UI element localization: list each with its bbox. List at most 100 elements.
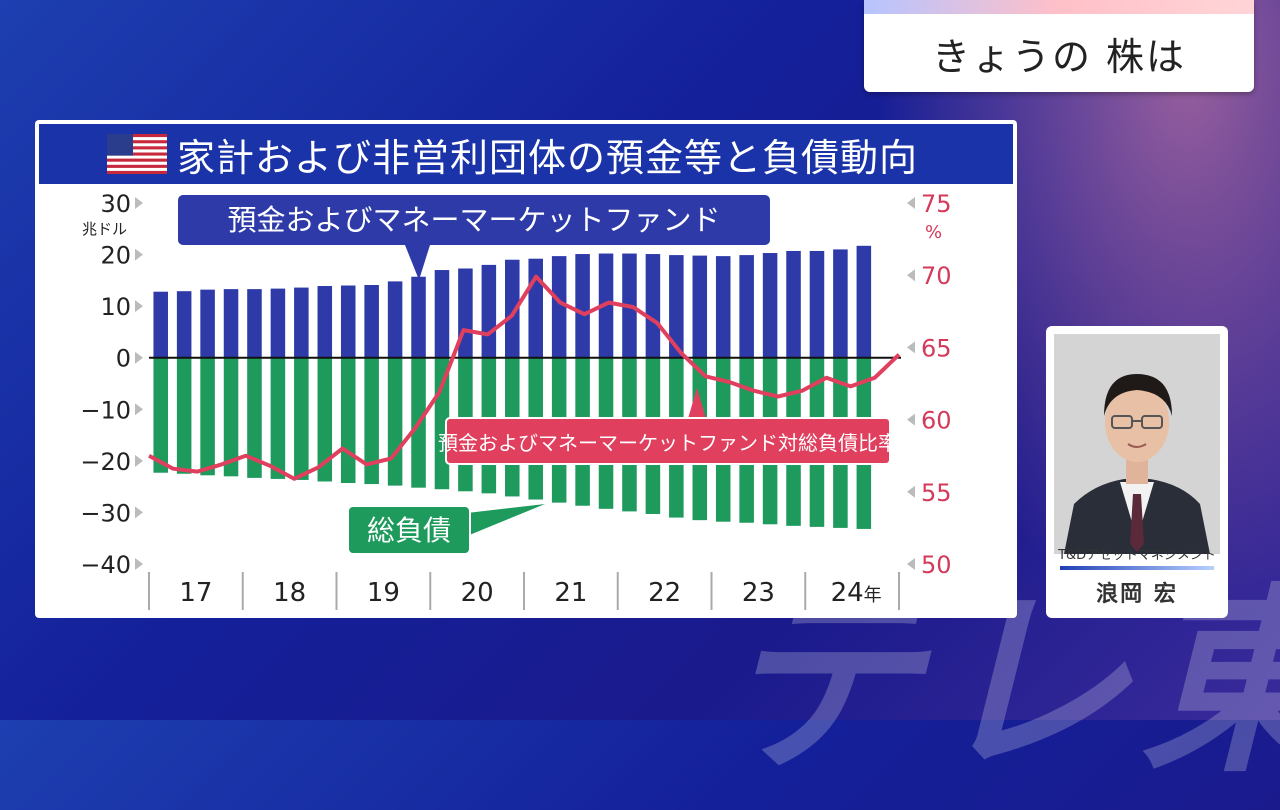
liability-bar — [387, 357, 403, 486]
x-axis-label: 24年 — [831, 578, 882, 608]
left-axis-tick-arrow — [135, 248, 143, 261]
liability-bar — [200, 357, 215, 476]
x-axis-label: 20 — [461, 578, 494, 608]
deposit-callout-pointer — [405, 245, 430, 280]
deposit-bar — [223, 289, 239, 358]
chart-title: 家計および非営利団体の預金等と負債動向 — [177, 135, 919, 180]
chart-panel: 家計および非営利団体の預金等と負債動向 30 20 10 0 −10 −20 −30 −40 兆… — [35, 120, 1017, 618]
x-axis-label: 21 — [554, 578, 587, 608]
left-axis-tick-arrow — [135, 558, 143, 570]
x-axis-label: 23 — [742, 578, 775, 608]
deposit-bar — [294, 287, 309, 358]
deposit-bar — [317, 286, 333, 358]
segment-label: きょうの 株は — [864, 14, 1254, 92]
right-axis-unit: % — [925, 222, 942, 243]
deposit-bar — [739, 255, 754, 358]
deposit-bar — [458, 268, 473, 358]
deposit-callout-box — [178, 195, 770, 245]
deposit-bar — [176, 291, 192, 358]
deposit-bar — [669, 255, 684, 358]
deposit-callout-label: 預金およびマネーマーケットファンド — [227, 203, 720, 237]
deposit-bar — [200, 289, 215, 358]
left-axis-tick-label: −30 — [80, 499, 131, 527]
deposit-bar — [551, 256, 567, 358]
left-axis-tick-label: −40 — [80, 551, 131, 579]
commentator-company: T&Dアセットマネジメント — [1058, 548, 1216, 563]
right-axis-tick-arrow — [907, 269, 915, 282]
liability-bar — [223, 357, 239, 477]
right-axis-tick-label: 65 — [921, 334, 952, 362]
right-axis-tick-arrow — [907, 558, 915, 570]
commentator-name: 浪岡 宏 — [1096, 582, 1178, 607]
deposit-bar — [715, 256, 731, 358]
deposit-bar — [153, 291, 168, 358]
liability-callout-box — [347, 505, 471, 555]
left-axis-tick-arrow — [135, 300, 143, 313]
deposit-bar — [575, 254, 590, 358]
liability-bar — [364, 357, 379, 485]
left-axis-tick-label: 10 — [100, 293, 131, 321]
left-axis-tick-label: 30 — [100, 190, 131, 218]
deposit-bar — [528, 258, 543, 358]
left-axis-tick-label: −10 — [80, 396, 131, 424]
deposit-bar — [387, 281, 403, 358]
deposit-bar — [247, 289, 262, 358]
ratio-callout-label: 預金およびマネーマーケットファンド対総負債比率 — [438, 431, 898, 455]
right-axis-tick-label: 70 — [921, 262, 952, 290]
ratio-callout-box — [445, 417, 891, 465]
commentator-portrait — [1054, 334, 1220, 554]
left-axis-tick-label: 0 — [116, 345, 131, 373]
right-axis-tick-label: 50 — [921, 551, 952, 579]
deposit-bar — [364, 284, 379, 358]
chart-plot: 30 20 10 0 −10 −20 −30 −40 兆ドル 75 70 65 60 55 50% 17 18 1… — [80, 190, 952, 610]
deposit-bar — [786, 250, 801, 358]
right-axis-tick-label: 75 — [921, 190, 952, 218]
x-axis-label: 17 — [179, 578, 212, 608]
deposit-bar — [833, 249, 848, 358]
deposit-bar — [411, 276, 426, 358]
x-axis-label: 18 — [273, 578, 306, 608]
liability-bar — [294, 357, 309, 480]
right-axis-tick-arrow — [907, 413, 915, 426]
left-axis-tick-arrow — [135, 403, 143, 416]
liability-callout-label: 総負債 — [367, 514, 451, 547]
deposit-bar — [481, 264, 497, 358]
deposit-bar — [762, 253, 778, 358]
segment-label-box: きょうの 株は — [864, 0, 1254, 92]
deposit-bar — [809, 250, 825, 358]
liability-bar — [247, 357, 262, 478]
deposit-bar — [645, 254, 661, 358]
left-axis-unit: 兆ドル — [82, 220, 127, 238]
x-axis-label: 19 — [367, 578, 400, 608]
left-axis-tick-arrow — [135, 506, 143, 519]
right-axis-tick-arrow — [907, 485, 915, 498]
deposit-bar — [340, 285, 356, 358]
liability-callout-pointer — [467, 504, 545, 536]
right-axis-tick-arrow — [907, 197, 915, 209]
left-axis-tick-label: −20 — [80, 448, 131, 476]
left-axis-tick-arrow — [135, 197, 143, 209]
deposit-bar — [434, 270, 450, 358]
liability-bar — [270, 357, 286, 479]
chart-title-bar: 家計および非営利団体の預金等と負債動向 — [39, 124, 1013, 184]
card-divider — [1060, 566, 1214, 570]
us-flag-icon — [107, 134, 167, 174]
deposit-bar — [692, 255, 708, 358]
left-axis-tick-arrow — [135, 454, 143, 467]
deposit-bar — [856, 245, 872, 358]
right-axis-tick-label: 60 — [921, 407, 952, 435]
left-axis-tick-label: 20 — [100, 242, 131, 270]
right-axis-tick-arrow — [907, 341, 915, 354]
commentator-card: T&Dアセットマネジメント 浪岡 宏 — [1046, 326, 1228, 618]
x-axis-label: 22 — [648, 578, 681, 608]
liability-bar — [340, 357, 356, 484]
liability-bar — [176, 357, 192, 474]
segment-label-strip — [864, 0, 1254, 14]
liability-bar — [153, 357, 168, 473]
left-axis-tick-arrow — [135, 351, 143, 364]
deposit-bar — [270, 288, 286, 358]
ratio-callout-pointer — [687, 388, 707, 422]
liability-bar — [317, 357, 333, 482]
right-axis-tick-label: 55 — [921, 479, 952, 507]
ratio-line — [148, 274, 901, 481]
